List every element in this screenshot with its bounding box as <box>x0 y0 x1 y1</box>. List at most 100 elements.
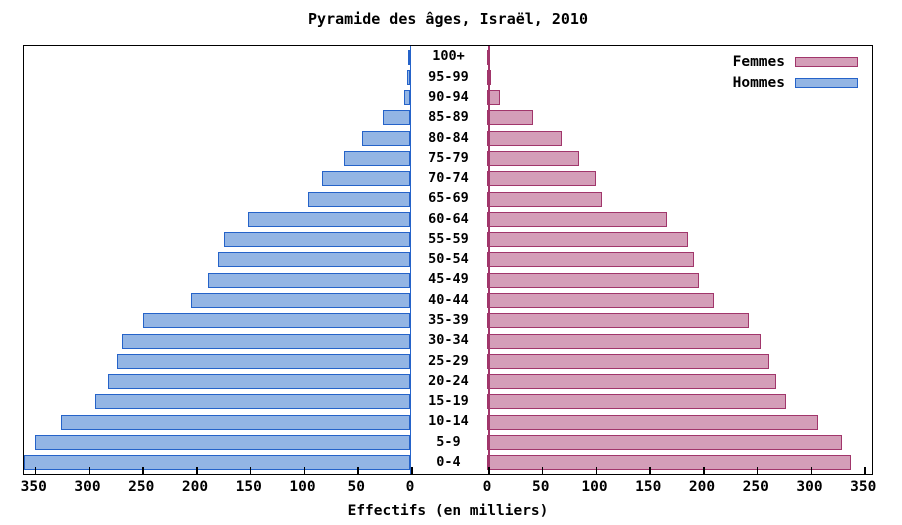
legend-hommes-label: Hommes <box>732 74 785 91</box>
age-label-90-94: 90-94 <box>428 88 469 105</box>
age-row-5-9: 5-9 <box>24 432 872 452</box>
bar-femmes-40-44 <box>486 293 714 309</box>
bar-hommes-5-9 <box>34 434 411 450</box>
bar-hommes-45-49 <box>207 272 411 288</box>
bar-femmes-60-64 <box>486 211 667 227</box>
age-label-45-49: 45-49 <box>428 271 469 288</box>
age-label-65-69: 65-69 <box>428 190 469 207</box>
female-cell <box>486 455 872 471</box>
female-cell <box>486 90 872 106</box>
male-cell <box>24 333 411 349</box>
legend-item-hommes: Hommes <box>733 72 858 93</box>
age-label-60-64: 60-64 <box>428 210 469 227</box>
bar-femmes-80-84 <box>486 130 563 146</box>
bar-hommes-50-54 <box>217 252 411 268</box>
age-row-60-64: 60-64 <box>24 209 872 229</box>
x-tick-right-100 <box>595 467 597 474</box>
male-cell <box>24 232 411 248</box>
female-cell <box>486 110 872 126</box>
female-zero-axis-line <box>488 46 490 474</box>
age-row-10-14: 10-14 <box>24 412 872 432</box>
female-cell <box>486 434 872 450</box>
age-label-30-34: 30-34 <box>428 332 469 349</box>
male-cell <box>24 394 411 410</box>
x-tick-right-50 <box>541 467 544 474</box>
x-tick-label-left-50: 50 <box>347 479 365 495</box>
legend: Femmes Hommes <box>733 51 858 93</box>
bar-hommes-65-69 <box>307 191 411 207</box>
age-label-80-84: 80-84 <box>428 129 469 146</box>
male-cell <box>24 90 411 106</box>
male-cell <box>24 69 411 85</box>
x-tick-label-right-350: 350 <box>850 479 877 495</box>
bar-femmes-35-39 <box>486 313 750 329</box>
male-cell <box>24 211 411 227</box>
age-row-90-94: 90-94 <box>24 88 872 108</box>
bar-hommes-75-79 <box>344 151 411 167</box>
bar-hommes-15-19 <box>95 394 411 410</box>
female-cell <box>486 374 872 390</box>
x-tick-left-50 <box>357 467 359 474</box>
bar-femmes-0-4 <box>486 455 852 471</box>
x-tick-label-left-200: 200 <box>181 479 209 495</box>
male-cell <box>24 353 411 369</box>
female-cell <box>486 414 872 430</box>
bar-hommes-55-59 <box>224 232 411 248</box>
x-tick-left-350 <box>34 467 37 474</box>
male-cell <box>24 313 411 329</box>
age-label-40-44: 40-44 <box>428 291 469 308</box>
bar-femmes-20-24 <box>486 374 777 390</box>
x-tick-label-right-100: 100 <box>581 479 608 495</box>
bar-hommes-0-4 <box>24 455 411 471</box>
bar-femmes-45-49 <box>486 272 699 288</box>
bar-femmes-50-54 <box>486 252 695 268</box>
male-cell <box>24 434 411 450</box>
age-row-0-4: 0-4 <box>24 453 872 473</box>
female-cell <box>486 272 872 288</box>
female-cell <box>486 252 872 268</box>
x-axis-tick-labels: 350 300 250 200 150 100 50 0 0 50 100 150 200 250 300 3… <box>21 479 877 497</box>
age-label-100+: 100+ <box>432 48 465 65</box>
bar-femmes-15-19 <box>486 394 786 410</box>
x-tick-left-0 <box>411 467 413 474</box>
bar-femmes-5-9 <box>486 434 842 450</box>
age-label-50-54: 50-54 <box>428 251 469 268</box>
female-cell <box>486 232 872 248</box>
bar-hommes-40-44 <box>190 293 411 309</box>
x-tick-right-300 <box>810 467 812 474</box>
age-row-85-89: 85-89 <box>24 108 872 128</box>
x-tick-label-left-300: 300 <box>74 479 101 495</box>
age-label-95-99: 95-99 <box>428 68 469 85</box>
age-row-80-84: 80-84 <box>24 128 872 148</box>
bar-hommes-85-89 <box>383 110 411 126</box>
bar-femmes-65-69 <box>486 191 602 207</box>
age-row-25-29: 25-29 <box>24 351 872 371</box>
female-cell <box>486 333 872 349</box>
age-row-65-69: 65-69 <box>24 189 872 209</box>
age-row-15-19: 15-19 <box>24 392 872 412</box>
x-tick-left-150 <box>249 467 252 474</box>
age-row-50-54: 50-54 <box>24 250 872 270</box>
plot-area: 100+ 95-99 90-94 85-89 80-84 75-79 70-74 65-69 6… <box>23 45 873 475</box>
male-cell <box>24 130 411 146</box>
bar-femmes-75-79 <box>486 151 580 167</box>
male-cell <box>24 49 411 65</box>
legend-femmes-swatch <box>795 56 858 67</box>
x-tick-label-right-150: 150 <box>635 479 662 495</box>
chart-title: Pyramide des âges, Israël, 2010 <box>308 10 588 28</box>
bar-femmes-10-14 <box>486 414 819 430</box>
x-tick-label-right-0: 0 <box>482 479 492 495</box>
male-zero-axis-line <box>409 46 411 474</box>
x-tick-right-250 <box>756 467 759 474</box>
male-cell <box>24 171 411 187</box>
male-cell <box>24 252 411 268</box>
age-row-40-44: 40-44 <box>24 290 872 310</box>
age-label-85-89: 85-89 <box>428 109 469 126</box>
bar-femmes-85-89 <box>486 110 534 126</box>
bar-hommes-10-14 <box>60 414 411 430</box>
x-tick-label-left-100: 100 <box>289 479 316 495</box>
age-label-55-59: 55-59 <box>428 230 469 247</box>
female-cell <box>486 130 872 146</box>
bar-rows: 100+ 95-99 90-94 85-89 80-84 75-79 70-74 65-69 6… <box>24 47 872 473</box>
x-tick-right-150 <box>649 467 651 474</box>
